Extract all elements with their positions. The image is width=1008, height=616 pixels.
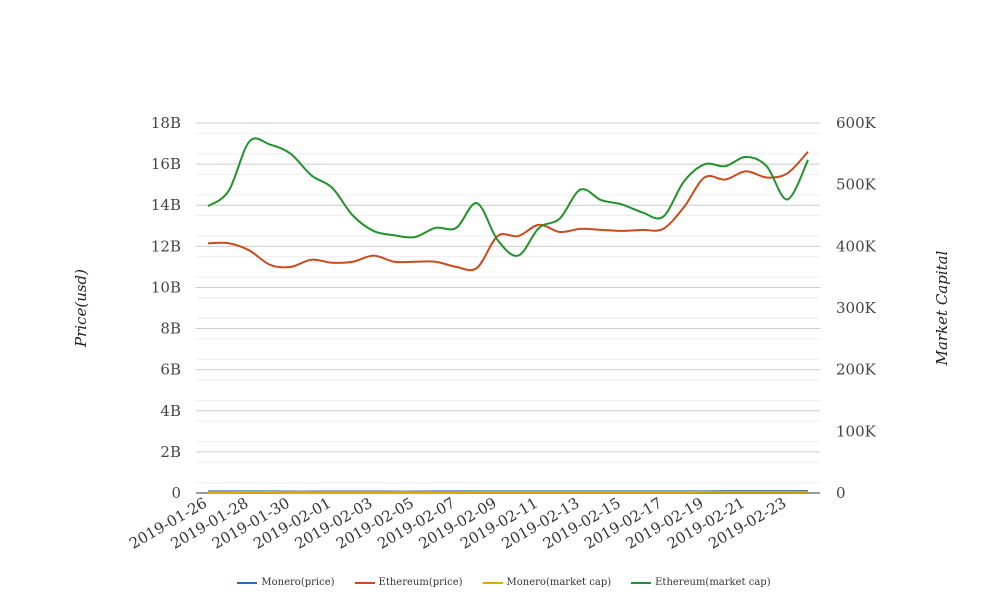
right-tick-label: 600K	[836, 114, 877, 132]
legend-label: Monero(market cap)	[506, 577, 612, 588]
left-tick-label: 4B	[160, 402, 181, 420]
series-line-ethereum-price	[207, 151, 809, 272]
right-tick-label: 500K	[836, 176, 877, 194]
series-lines	[207, 137, 809, 494]
legend-swatch	[354, 581, 375, 584]
left-axis-ticks: 0 2B 4B 6B 8B 10B 12B 14B 16B 18B	[151, 114, 181, 502]
legend: Monero(price) Ethereum(price) Monero(marke…	[0, 577, 1008, 588]
left-tick-label: 10B	[151, 278, 181, 296]
left-tick-label: 14B	[151, 196, 181, 214]
legend-label: Ethereum(market cap)	[655, 577, 771, 588]
right-tick-label: 200K	[836, 361, 877, 379]
right-axis-title: Market Capital	[933, 250, 951, 366]
legend-item: Monero(price)	[237, 577, 335, 588]
left-tick-label: 0	[171, 484, 181, 502]
legend-swatch	[237, 581, 258, 584]
legend-label: Ethereum(price)	[378, 577, 463, 588]
legend-swatch	[631, 581, 652, 584]
legend-item: Ethereum(market cap)	[631, 577, 771, 588]
right-tick-label: 0	[836, 484, 846, 502]
legend-label: Monero(price)	[261, 577, 335, 588]
left-tick-label: 16B	[151, 155, 181, 173]
left-axis-title: Price(usd)	[72, 269, 90, 348]
gridlines	[196, 122, 820, 494]
left-tick-label: 12B	[151, 237, 181, 255]
left-tick-label: 2B	[160, 443, 181, 461]
series-line-ethereum-market-cap	[207, 137, 809, 257]
left-tick-label: 6B	[160, 361, 181, 379]
left-tick-label: 18B	[151, 114, 181, 132]
right-tick-label: 100K	[836, 422, 877, 440]
legend-item: Monero(market cap)	[482, 577, 612, 588]
right-axis-ticks: 0 100K 200K 300K 400K 500K 600K	[836, 114, 877, 502]
legend-item: Ethereum(price)	[354, 577, 463, 588]
right-tick-label: 300K	[836, 299, 877, 317]
legend-swatch	[482, 581, 503, 584]
x-axis-ticks: 2019-01-262019-01-282019-01-302019-02-01…	[126, 494, 789, 553]
left-tick-label: 8B	[160, 320, 181, 338]
right-tick-label: 400K	[836, 237, 877, 255]
